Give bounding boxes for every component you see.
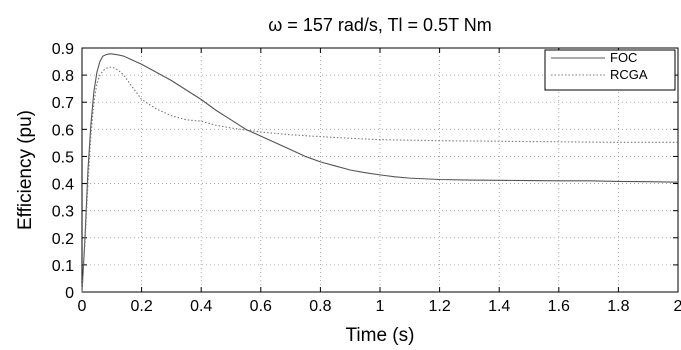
- y-tick-label: 0.8: [52, 68, 74, 85]
- x-tick-label: 1.6: [548, 298, 570, 315]
- series-lines: [81, 53, 679, 293]
- x-tick-label: 0.4: [190, 298, 212, 315]
- y-tick-label: 0.4: [52, 177, 74, 194]
- x-tick-label: 0.6: [250, 298, 272, 315]
- y-axis-label: Efficiency (pu): [15, 110, 36, 230]
- x-tick-label: 1.8: [607, 298, 629, 315]
- chart-title: ω = 157 rad/s, Tl = 0.5T Nm: [268, 15, 492, 35]
- y-tick-label: 0.7: [52, 95, 74, 112]
- x-tick-label: 1: [376, 298, 385, 315]
- y-tick-label: 0: [65, 285, 74, 302]
- y-tick-label: 0.1: [52, 258, 74, 275]
- axis-ticks: 0 0.2 0.4 0.6 0.8 1 1.2 1.4 1.6 1.8 2 0 0.1 0.2 0.3 0.4…: [52, 41, 681, 315]
- y-tick-label: 0.9: [52, 41, 74, 58]
- y-tick-label: 0.2: [52, 231, 74, 248]
- y-tick-label: 0.3: [52, 204, 74, 221]
- x-tick-label: 2: [674, 298, 681, 315]
- y-tick-label: 0.5: [52, 149, 74, 166]
- legend-box: [544, 49, 676, 91]
- series-line-rcga: [81, 66, 678, 293]
- legend: FOC RCGA: [544, 49, 676, 91]
- x-tick-label: 0.2: [130, 298, 152, 315]
- x-tick-label: 1.4: [488, 298, 510, 315]
- y-tick-label: 0.6: [52, 122, 74, 139]
- x-tick-label: 0.8: [309, 298, 331, 315]
- x-tick-label: 1.2: [428, 298, 450, 315]
- series-line-foc: [81, 53, 679, 293]
- x-axis-label: Time (s): [346, 325, 415, 346]
- x-tick-label: 0: [78, 298, 87, 315]
- legend-label-foc: FOC: [610, 50, 637, 65]
- legend-label-rcga: RCGA: [610, 67, 648, 82]
